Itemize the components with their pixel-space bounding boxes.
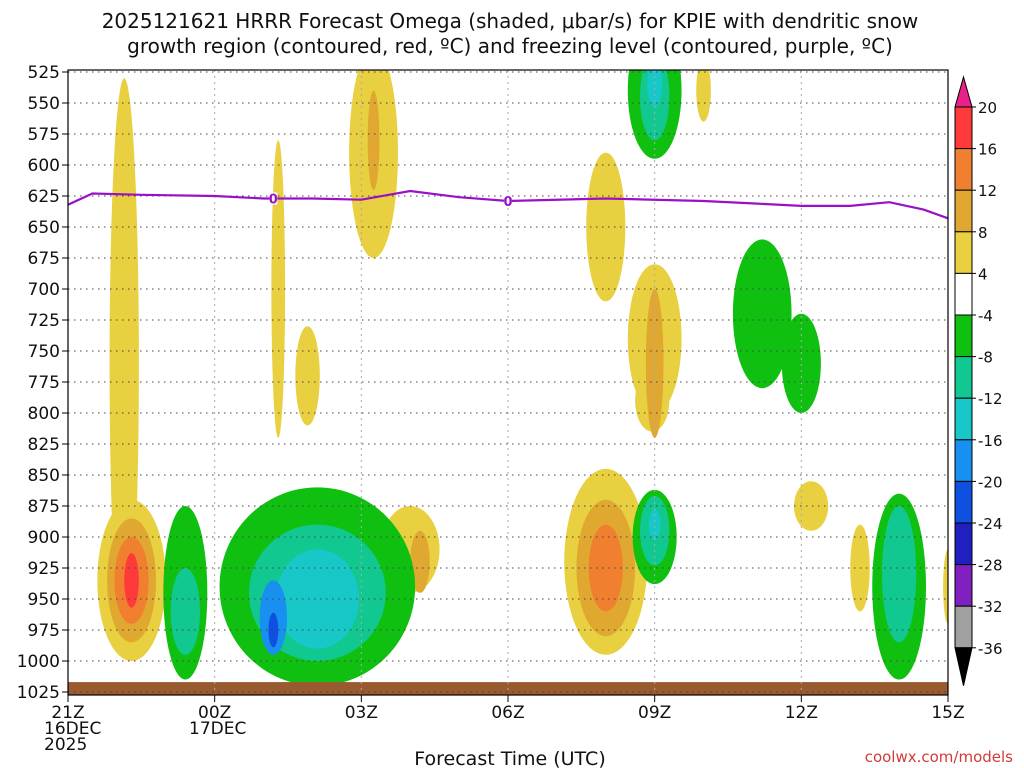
omega-gold-blob bbox=[645, 289, 664, 438]
colorbar-bin bbox=[954, 439, 973, 482]
freezing-level-label-bg bbox=[269, 192, 278, 205]
x-axis-label: Forecast Time (UTC) bbox=[414, 748, 605, 768]
x-tick-label: 15Z bbox=[931, 703, 964, 723]
x-tick-label: 21Z bbox=[51, 703, 84, 723]
colorbar-tick-label: 20 bbox=[978, 99, 997, 117]
grid bbox=[67, 70, 949, 695]
x-tick-label: 06Z bbox=[491, 703, 524, 723]
colorbar-bin bbox=[954, 564, 973, 607]
y-tick-label: 800 bbox=[28, 404, 60, 424]
omega-gold-blob bbox=[410, 530, 430, 593]
colorbar-tick-label: -24 bbox=[978, 515, 1003, 533]
colorbar-tick-label: 16 bbox=[978, 141, 997, 159]
colorbar-bin bbox=[954, 272, 973, 316]
colorbar-tick-label: -20 bbox=[978, 473, 1003, 491]
y-tick-label: 550 bbox=[28, 94, 60, 114]
y-tick-label: 750 bbox=[28, 342, 60, 362]
freezing-level-line bbox=[68, 189, 948, 220]
omega-shading bbox=[97, 70, 948, 686]
y-tick-label: 675 bbox=[28, 249, 60, 269]
colorbar-tick-label: -12 bbox=[978, 390, 1003, 408]
colorbar-tick-label: 8 bbox=[978, 224, 988, 242]
freezing-level-label: 0 bbox=[503, 195, 512, 210]
omega-teal-blob bbox=[170, 568, 200, 655]
colorbar-bin bbox=[954, 231, 973, 274]
colorbar-bottom-arrow bbox=[954, 647, 973, 686]
y-tick-label: 775 bbox=[28, 373, 60, 393]
omega-teal-blob bbox=[882, 506, 917, 643]
y-tick-label: 975 bbox=[28, 621, 60, 641]
colorbar-bin bbox=[954, 189, 973, 233]
omega-yellow-blob bbox=[794, 481, 829, 531]
x-tick-label: 09Z bbox=[638, 703, 671, 723]
x-tick-label: 00Z bbox=[198, 703, 231, 723]
colorbar-tick-label: 12 bbox=[978, 182, 997, 200]
omega-cyan-blob bbox=[648, 509, 661, 540]
colorbar-bin bbox=[954, 522, 973, 566]
colorbar-top-arrow bbox=[954, 75, 973, 108]
x-tick-label: 16DEC bbox=[44, 719, 101, 739]
colorbar-bin bbox=[954, 314, 973, 358]
colorbar-bin bbox=[954, 356, 973, 399]
freezing-level-label-bg bbox=[504, 194, 512, 207]
omega-red-blob bbox=[124, 553, 139, 608]
colorbar-tick-label: -16 bbox=[978, 432, 1003, 450]
colorbar-tick-label: 4 bbox=[978, 265, 988, 283]
colorbar-tick-label: -28 bbox=[978, 557, 1003, 575]
colorbar: 20 16 12 8 4 -4 -8 -12 -16 -20 -24 -28 -32 -36 bbox=[954, 75, 1003, 686]
omega-gold-blob bbox=[367, 90, 380, 190]
x-tick-label: 03Z bbox=[345, 703, 378, 723]
y-tick-label: 950 bbox=[28, 590, 60, 610]
chart-title-line1: 2025121621 HRRR Forecast Omega (shaded, … bbox=[102, 9, 919, 33]
freezing-level-label: 0 bbox=[269, 192, 278, 207]
colorbar-bin bbox=[954, 106, 973, 150]
y-tick-label: 575 bbox=[28, 125, 60, 145]
y-tick-label: 725 bbox=[28, 311, 60, 331]
y-tick-label: 825 bbox=[28, 435, 60, 455]
y-tick-label: 850 bbox=[28, 466, 60, 486]
omega-cyan-blob bbox=[275, 549, 359, 649]
omega-yellow-blob bbox=[586, 152, 626, 302]
colorbar-tick-label: -8 bbox=[978, 349, 993, 367]
y-tick-label: 900 bbox=[28, 528, 60, 548]
colorbar-bin bbox=[954, 148, 973, 191]
y-tick-label: 600 bbox=[28, 156, 60, 176]
credit-link[interactable]: coolwx.com/models bbox=[865, 748, 1013, 766]
x-tick-label: 12Z bbox=[785, 703, 818, 723]
omega-green-blob bbox=[781, 313, 821, 413]
y-tick-label: 700 bbox=[28, 280, 60, 300]
colorbar-tick-label: -4 bbox=[978, 307, 993, 325]
y-tick-label: 625 bbox=[28, 187, 60, 207]
omega-orange-blob bbox=[588, 524, 623, 612]
colorbar-bin bbox=[954, 605, 973, 649]
y-axis-ticks: 525 550 575 600 625 650 675 700 725 750 775 800 825 8… bbox=[17, 63, 68, 703]
y-tick-label: 525 bbox=[28, 63, 60, 83]
y-tick-label: 875 bbox=[28, 497, 60, 517]
y-tick-label: 1025 bbox=[17, 683, 60, 703]
colorbar-bin bbox=[954, 480, 973, 524]
x-tick-label: 17DEC bbox=[189, 719, 246, 739]
y-tick-label: 650 bbox=[28, 218, 60, 238]
colorbar-tick-label: -36 bbox=[978, 640, 1003, 658]
colorbar-tick-label: -32 bbox=[978, 598, 1003, 616]
colorbar-bin bbox=[954, 397, 973, 441]
chart-title-line2: growth region (contoured, red, ºC) and f… bbox=[127, 34, 893, 58]
y-tick-label: 925 bbox=[28, 559, 60, 579]
x-tick-label: 2025 bbox=[44, 735, 87, 755]
omega-yellow-blob bbox=[295, 326, 320, 426]
y-tick-label: 1000 bbox=[17, 652, 60, 672]
omega-yellow-blob bbox=[696, 70, 711, 122]
